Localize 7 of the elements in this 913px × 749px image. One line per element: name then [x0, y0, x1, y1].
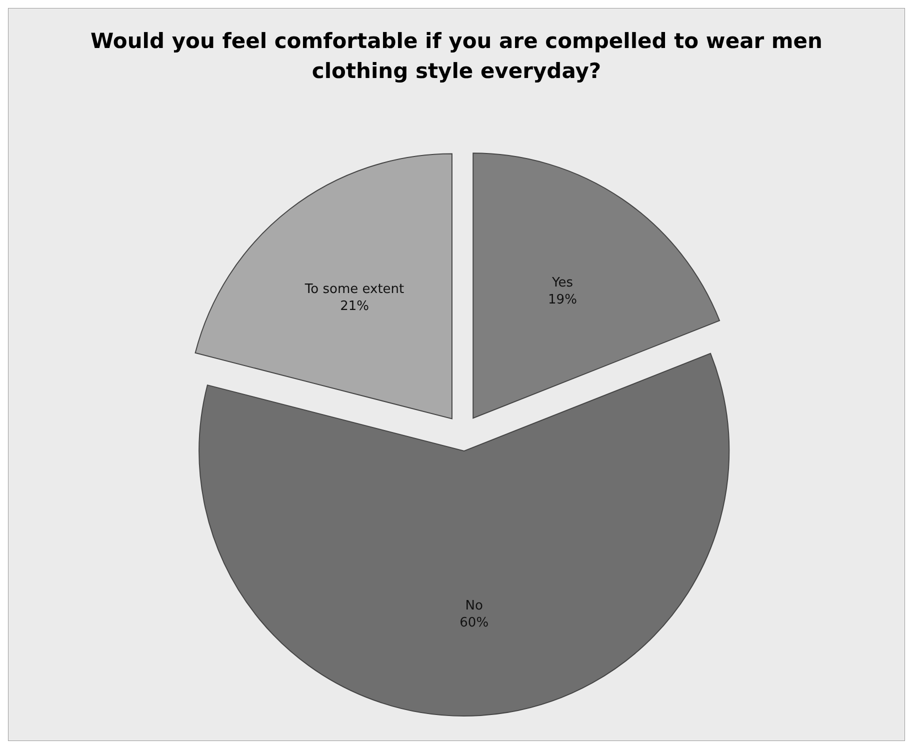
data-label: 60% — [460, 616, 489, 631]
slice-label: No — [465, 598, 483, 614]
chart-title: Would you feel comfortable if you are compelled to wear men clothing style everyday? — [90, 29, 822, 83]
slice-label: Yes — [550, 276, 574, 291]
data-label: 19% — [548, 292, 577, 308]
data-label: 21% — [340, 299, 369, 314]
slice-label: To some extent — [304, 282, 404, 298]
